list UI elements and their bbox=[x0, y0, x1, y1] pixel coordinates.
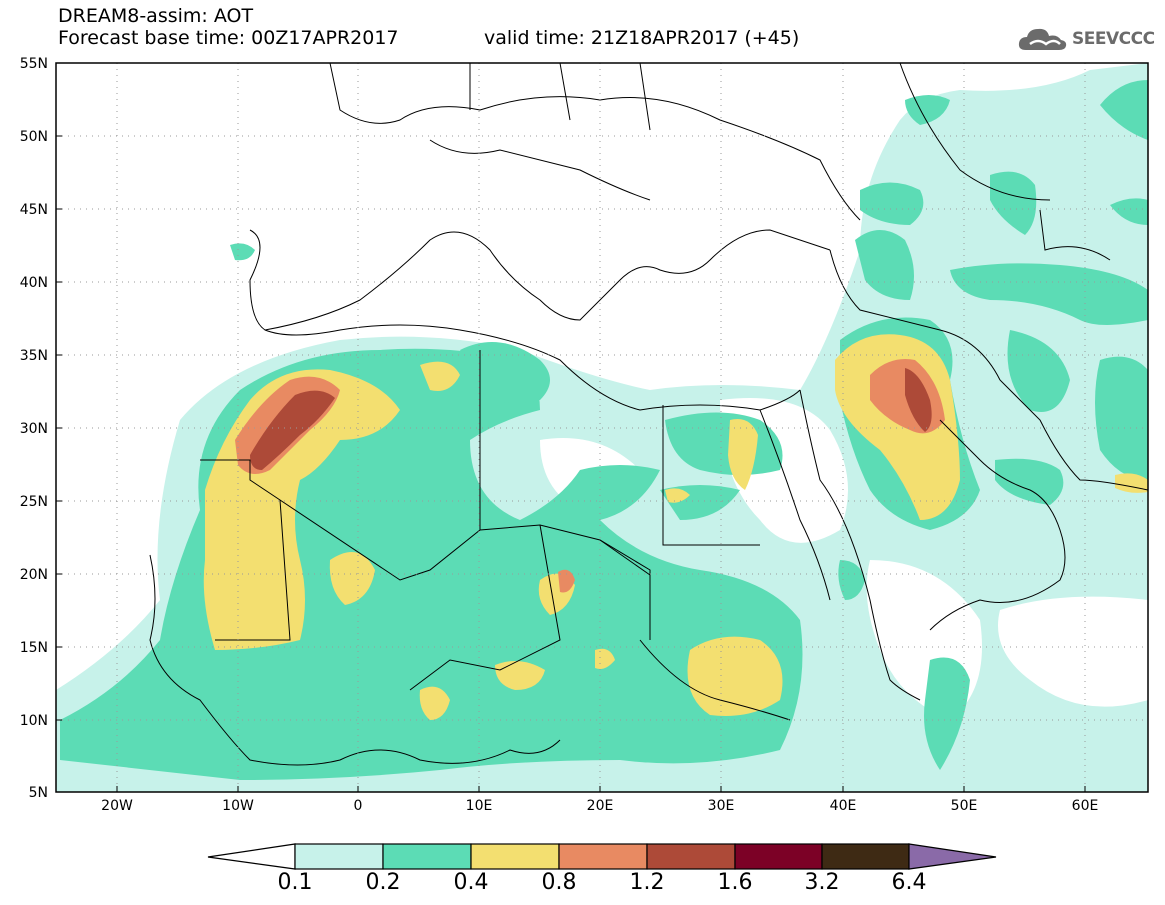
aot-band-1-2 bbox=[250, 368, 932, 470]
colorbar-label-2: 0.4 bbox=[453, 870, 489, 895]
lon-label-60e: 60E bbox=[1071, 798, 1099, 814]
graticule bbox=[56, 63, 1148, 792]
lat-label-15n: 15N bbox=[19, 640, 48, 656]
colorbar-segment-2 bbox=[470, 843, 560, 870]
map-title: DREAM8-assim: AOT bbox=[58, 5, 254, 27]
logo-text: SEEVCCC bbox=[1072, 29, 1155, 49]
forecast-base-time: Forecast base time: 00Z17APR2017 bbox=[58, 27, 399, 49]
colorbar-label-4: 1.2 bbox=[629, 870, 665, 895]
lat-label-40n: 40N bbox=[19, 275, 48, 291]
colorbar-segment-5 bbox=[734, 843, 823, 870]
seevccc-logo: SEEVCCC bbox=[1018, 22, 1155, 56]
lat-label-10n: 10N bbox=[19, 713, 48, 729]
colorbar-label-6: 3.2 bbox=[804, 870, 840, 895]
lon-label-0: 0 bbox=[353, 798, 363, 814]
lon-label-20e: 20E bbox=[586, 798, 614, 814]
cloud-icon bbox=[1018, 28, 1067, 50]
colorbar-segment-4 bbox=[646, 843, 736, 870]
lat-label-50n: 50N bbox=[19, 129, 48, 145]
valid-time: valid time: 21Z18APR2017 (+45) bbox=[484, 27, 800, 49]
colorbar-label-1: 0.2 bbox=[365, 870, 401, 895]
boundaries bbox=[149, 63, 1148, 766]
lat-label-5n: 5N bbox=[28, 785, 48, 801]
lat-label-55n: 55N bbox=[19, 56, 48, 72]
colorbar-label-3: 0.8 bbox=[541, 870, 577, 895]
lat-label-20n: 20N bbox=[19, 567, 48, 583]
lat-label-45n: 45N bbox=[19, 202, 48, 218]
colorbar-high-arrow bbox=[908, 843, 997, 870]
lat-label-35n: 35N bbox=[19, 348, 48, 364]
lon-label-10e: 10E bbox=[465, 798, 493, 814]
colorbar-label-7: 6.4 bbox=[891, 870, 927, 895]
lon-label-20w: 20W bbox=[101, 798, 133, 814]
colorbar-label-5: 1.6 bbox=[717, 870, 753, 895]
colorbar-segment-1 bbox=[382, 843, 472, 870]
colorbar-label-0: 0.1 bbox=[277, 870, 313, 895]
colorbar-segment-6 bbox=[821, 843, 910, 870]
lon-label-30e: 30E bbox=[707, 798, 735, 814]
lat-label-30n: 30N bbox=[19, 421, 48, 437]
lon-label-50e: 50E bbox=[950, 798, 978, 814]
colorbar bbox=[207, 843, 997, 870]
colorbar-low-arrow bbox=[207, 843, 296, 870]
aot-field bbox=[56, 63, 1148, 792]
lon-label-10w: 10W bbox=[222, 798, 254, 814]
colorbar-segment-3 bbox=[558, 843, 648, 870]
colorbar-segment-0 bbox=[294, 843, 384, 870]
lon-label-40e: 40E bbox=[829, 798, 857, 814]
lat-label-25n: 25N bbox=[19, 494, 48, 510]
tick-marks bbox=[56, 135, 1086, 792]
